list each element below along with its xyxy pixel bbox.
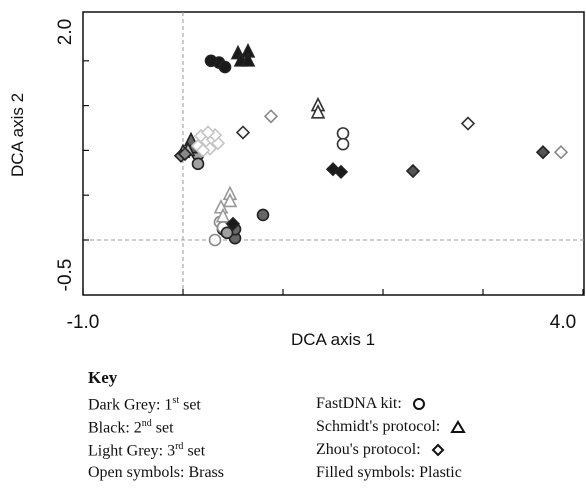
y-axis-label: DCA axis 2	[8, 93, 27, 177]
y-tick-label: 2.0	[55, 19, 76, 45]
data-point-diamond	[263, 109, 279, 124]
chart-key: Key Dark Grey: 1st set Black: 2nd set Li…	[88, 368, 578, 493]
data-point-circle	[191, 157, 205, 171]
x-tick-label: -1.0	[67, 312, 100, 333]
y-tick-label: -0.5	[55, 259, 76, 292]
key-schmidt-label: Schmidt's protocol:	[316, 418, 441, 435]
data-point-circle	[218, 60, 232, 74]
key-dark-grey-sup: st	[172, 395, 180, 406]
data-point-diamond	[333, 164, 349, 180]
data-point-triangle	[310, 103, 326, 119]
data-point-circle	[204, 54, 218, 68]
plot-frame	[82, 11, 585, 296]
key-fastdna-label: FastDNA kit:	[316, 395, 402, 412]
key-schmidt: Schmidt's protocol:	[316, 418, 466, 436]
x-axis-label: DCA axis 1	[291, 330, 375, 349]
key-open-symbols: Open symbols: Brass	[88, 464, 224, 481]
data-point-triangle	[240, 52, 256, 67]
key-dark-grey-label: Dark Grey: 1	[88, 396, 173, 414]
data-point-diamond	[195, 143, 211, 158]
key-light-grey-label: Light Grey: 3	[88, 442, 176, 460]
key-black-label: Black: 2	[88, 419, 142, 437]
data-point-diamond	[460, 116, 476, 131]
data-point-diamond	[405, 163, 421, 179]
dca-scatter-chart: -1.0 4.0 -0.5 2.0 DCA axis 1 DCA axis 2	[8, 11, 585, 349]
key-black-tail: set	[151, 419, 174, 437]
data-point-diamond	[553, 145, 569, 160]
data-point-circle	[256, 208, 270, 222]
key-zhou: Zhou's protocol:	[316, 441, 445, 459]
circle-icon	[412, 398, 425, 411]
key-filled-symbols: Filled symbols: Plastic	[316, 464, 462, 481]
data-point-diamond	[200, 125, 216, 140]
data-point-circle	[336, 127, 350, 140]
diamond-icon	[431, 443, 445, 457]
key-title: Key	[88, 368, 118, 387]
key-dark-grey-tail: set	[179, 396, 201, 414]
key-light-grey: Light Grey: 3rd set	[88, 441, 205, 460]
x-tick-label: 4.0	[550, 312, 576, 333]
key-light-grey-tail: set	[183, 442, 206, 460]
key-fastdna: FastDNA kit:	[316, 395, 426, 413]
data-point-triangle	[215, 207, 231, 223]
key-dark-grey: Dark Grey: 1st set	[88, 395, 201, 414]
data-point-diamond	[535, 145, 551, 160]
key-black: Black: 2nd set	[88, 418, 174, 437]
data-point-circle	[208, 233, 222, 247]
data-point-diamond	[225, 216, 241, 232]
data-point-diamond	[235, 125, 251, 140]
key-zhou-label: Zhou's protocol:	[316, 441, 421, 458]
data-point-circle	[336, 137, 350, 151]
data-point-triangle	[222, 192, 238, 208]
data-point-diamond	[177, 146, 193, 162]
triangle-icon	[450, 420, 466, 434]
key-light-grey-sup: rd	[175, 441, 184, 452]
data-point-circle	[220, 226, 234, 240]
key-black-sup: nd	[141, 418, 152, 429]
